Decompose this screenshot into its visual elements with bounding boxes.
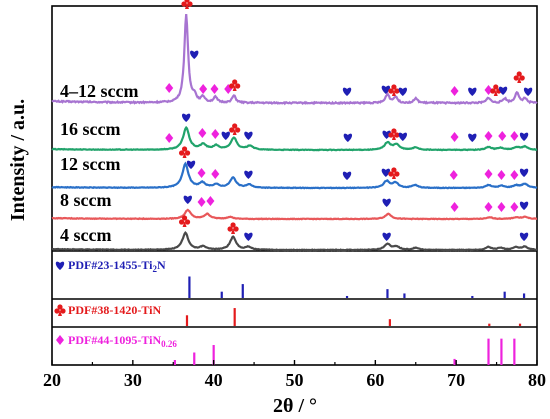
ref-label-pdf-23-1455-ti: PDF#23-1455-Ti2N (68, 258, 166, 274)
phase-markers (54, 0, 533, 345)
x-tick-label-40: 40 (205, 370, 223, 390)
diamond-marker-16-sccm-15 (510, 131, 519, 141)
club-marker-4-12-sccm-9 (388, 84, 400, 96)
diamond-marker-16-sccm-14 (498, 131, 507, 141)
series-labels: 4–12 sccm 16 sccm 12 sccm 8 sccm 4 sccm (60, 81, 138, 245)
diamond-marker-4-12-sccm-4 (210, 84, 219, 94)
club-marker-12-sccm-7 (388, 167, 400, 179)
diamond-marker-8-sccm-1 (197, 197, 206, 207)
heart-marker-4-sccm-4 (519, 232, 529, 241)
trace-4-12-sccm (51, 14, 538, 106)
heart-marker-16-sccm-12 (468, 133, 477, 142)
heart-marker-4-12-sccm-15 (498, 86, 508, 95)
x-tick-label-70: 70 (447, 370, 465, 390)
club-marker-4-12-sccm-14 (490, 84, 502, 96)
club-marker-16-sccm-9 (388, 128, 400, 140)
diamond-marker-4-12-sccm-13 (484, 85, 493, 95)
ref-label-pdf-44-1095-tin: PDF#44-1095-TiN0.26 (68, 333, 177, 349)
club-marker-4-sccm-1 (227, 222, 239, 234)
heart-marker-16-sccm-6 (244, 131, 253, 140)
heart-marker-12-sccm-1 (186, 160, 196, 169)
heart-marker-4-sccm-3 (382, 232, 391, 241)
heart-marker-16-sccm-0 (181, 113, 191, 122)
legend-club-icon (54, 304, 66, 316)
club-marker-4-sccm-0 (178, 215, 191, 227)
heart-marker-12-sccm-12 (519, 168, 529, 177)
series-label-4-sccm: 4 sccm (60, 225, 111, 245)
legend-diamond-icon (56, 335, 64, 345)
heart-marker-12-sccm-6 (381, 168, 391, 177)
heart-marker-16-sccm-8 (382, 130, 391, 139)
heart-marker-16-sccm-4 (221, 131, 230, 140)
heart-marker-12-sccm-5 (342, 171, 352, 180)
diamond-marker-16-sccm-3 (211, 129, 220, 139)
diamond-marker-8-sccm-4 (450, 202, 459, 212)
trace-12-sccm (51, 161, 538, 190)
series-label-8-sccm: 8 sccm (60, 190, 111, 210)
diamond-marker-16-sccm-1 (165, 133, 174, 143)
x-tick-label-30: 30 (124, 370, 142, 390)
club-marker-4-12-sccm-6 (229, 79, 241, 91)
series-label-4-12-sccm: 4–12 sccm (60, 81, 138, 101)
heart-marker-4-12-sccm-7 (342, 87, 352, 96)
diamond-marker-8-sccm-6 (497, 202, 506, 212)
diamond-marker-8-sccm-2 (206, 196, 215, 206)
club-marker-16-sccm-5 (229, 123, 241, 135)
heart-marker-16-sccm-7 (343, 133, 353, 142)
ref-label-pdf-38-1420-tin: PDF#38-1420-TiN (68, 303, 161, 317)
heart-marker-12-sccm-4 (244, 170, 253, 179)
club-marker-4-12-sccm-16 (513, 71, 525, 83)
heart-marker-16-sccm-10 (398, 132, 408, 141)
club-marker-4-12-sccm-0 (181, 0, 193, 9)
x-tick-label-20: 20 (43, 370, 61, 390)
x-tick-label-50: 50 (286, 370, 304, 390)
legend-heart-icon (55, 261, 65, 270)
heart-marker-8-sccm-3 (382, 198, 391, 207)
heart-marker-16-sccm-16 (519, 132, 529, 141)
heart-marker-4-sccm-2 (244, 232, 253, 241)
diamond-marker-12-sccm-2 (197, 168, 206, 178)
heart-marker-4-12-sccm-8 (381, 85, 391, 94)
diamond-marker-12-sccm-11 (510, 170, 519, 180)
diamond-marker-12-sccm-9 (484, 169, 493, 179)
trace-4-sccm (51, 231, 538, 252)
series-label-16-sccm: 16 sccm (60, 119, 120, 139)
diamond-marker-12-sccm-10 (497, 170, 506, 180)
trace-8-sccm (51, 208, 538, 221)
heart-marker-4-12-sccm-12 (468, 87, 477, 96)
y-axis-title: Intensity / a.u. (7, 99, 29, 221)
diamond-marker-16-sccm-11 (450, 132, 459, 142)
heart-marker-4-12-sccm-10 (398, 87, 408, 96)
x-tick-label-60: 60 (366, 370, 384, 390)
series-label-12-sccm: 12 sccm (60, 154, 120, 174)
reference-patterns: PDF#23-1455-Ti2N PDF#38-1420-TiN PDF#44-10… (68, 258, 526, 365)
club-marker-12-sccm-0 (178, 146, 191, 158)
diamond-marker-16-sccm-13 (484, 131, 493, 141)
heart-marker-4-12-sccm-17 (523, 87, 533, 96)
trace-16-sccm (51, 125, 538, 152)
diamond-marker-4-12-sccm-11 (450, 86, 459, 96)
x-tick-label-80: 80 (528, 370, 546, 390)
diamond-marker-4-12-sccm-3 (199, 84, 208, 94)
x-axis-title: 2θ / ° (273, 395, 317, 417)
diamond-marker-8-sccm-7 (510, 202, 519, 212)
x-axis: 20 30 40 50 60 70 80 (43, 360, 546, 390)
xrd-traces (51, 14, 538, 252)
heart-marker-8-sccm-0 (183, 195, 192, 204)
diamond-marker-16-sccm-2 (198, 128, 207, 138)
diamond-marker-12-sccm-3 (211, 169, 220, 179)
diamond-marker-12-sccm-8 (449, 170, 458, 180)
diamond-marker-4-12-sccm-2 (165, 83, 174, 93)
heart-marker-4-12-sccm-1 (190, 50, 199, 59)
heart-marker-8-sccm-8 (519, 201, 529, 210)
diamond-marker-8-sccm-5 (484, 202, 493, 212)
